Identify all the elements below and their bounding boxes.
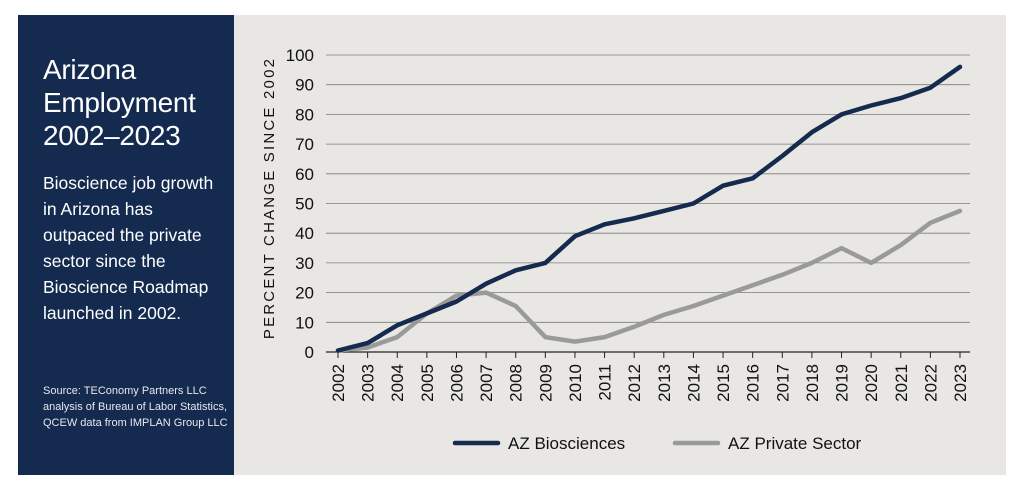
- source-note: Source: TEConomy Partners LLC analysis o…: [43, 385, 228, 429]
- y-tick-label: 20: [295, 284, 314, 303]
- x-tick-label: 2007: [477, 364, 496, 402]
- gridlines: [326, 54, 970, 353]
- series-lines: [335, 64, 963, 353]
- x-tick-label: 2011: [596, 364, 615, 401]
- x-tick-label: 2016: [744, 364, 763, 402]
- axes: 0 10 20 30 40 50 60 70 80 90 100 2002 2003 2004 2005 20…: [286, 46, 970, 402]
- y-axis-label: PERCENT CHANGE SINCE 2002: [261, 57, 278, 339]
- legend-label: AZ Biosciences: [508, 434, 625, 453]
- series-line-az-private-sector: [335, 208, 963, 353]
- y-tick-label: 90: [295, 76, 314, 95]
- x-tick-label: 2021: [892, 364, 911, 402]
- panel-title: Arizona Employment 2002–2023: [43, 54, 196, 151]
- y-tick-label: 30: [295, 254, 314, 273]
- x-tick-label: 2005: [418, 364, 437, 402]
- info-panel: Arizona Employment 2002–2023 Bioscience …: [18, 15, 234, 475]
- y-tick-label: 60: [295, 165, 314, 184]
- x-tick-label: 2020: [862, 364, 881, 402]
- y-tick-label: 10: [295, 313, 314, 332]
- y-tick-label: 50: [295, 195, 314, 214]
- x-tick-label: 2008: [507, 364, 526, 402]
- y-tick-label: 40: [295, 224, 314, 243]
- x-tick-label: 2022: [921, 364, 940, 402]
- x-tick-label: 2013: [655, 364, 674, 402]
- x-tick-label: 2012: [625, 364, 644, 402]
- x-tick-label: 2014: [684, 364, 703, 402]
- x-tick-label: 2018: [803, 364, 822, 402]
- legend-label: AZ Private Sector: [728, 434, 862, 453]
- panel-description: Bioscience job growth in Arizona has out…: [43, 173, 214, 323]
- y-tick-label: 70: [295, 135, 314, 154]
- x-tick-label: 2009: [536, 364, 555, 402]
- x-tick-label: 2002: [329, 364, 348, 402]
- series-line-az-biosciences: [335, 64, 963, 353]
- y-tick-label: 80: [295, 105, 314, 124]
- x-tick-label: 2010: [566, 364, 585, 402]
- x-tick-label: 2006: [447, 364, 466, 402]
- x-tick-label: 2003: [359, 364, 378, 402]
- x-tick-label: 2023: [951, 364, 970, 402]
- x-tick-label: 2004: [388, 364, 407, 402]
- legend: AZ Biosciences AZ Private Sector: [452, 434, 862, 453]
- x-tick-label: 2019: [833, 364, 852, 402]
- x-tick-label: 2017: [773, 364, 792, 402]
- x-tick-label: 2015: [714, 364, 733, 402]
- y-tick-label: 100: [286, 46, 314, 65]
- y-tick-label: 0: [305, 343, 314, 362]
